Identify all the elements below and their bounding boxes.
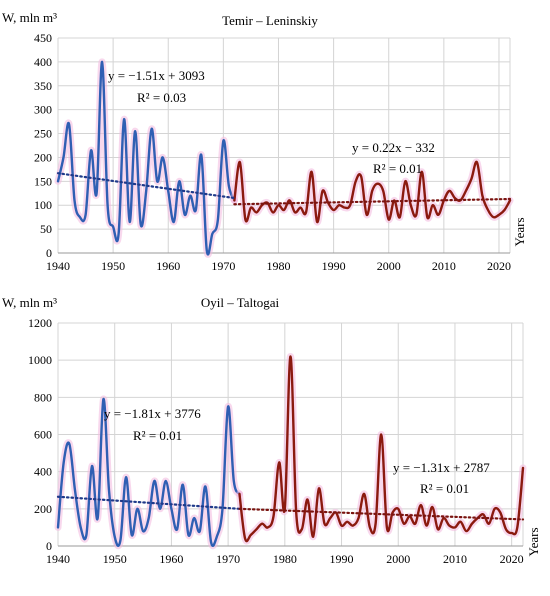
y-tick-label: 600 <box>34 428 52 442</box>
y-tick-label: 300 <box>34 103 52 117</box>
x-tick-label: 2020 <box>487 259 511 273</box>
trend-equation: y = −1.51x + 3093 <box>108 68 205 83</box>
series-line-early <box>56 397 241 547</box>
x-axis-label: Years <box>512 217 527 246</box>
series-line-early <box>56 60 236 256</box>
x-tick-label: 1940 <box>46 552 70 566</box>
x-tick-label: 1950 <box>103 552 127 566</box>
x-tick-label: 1970 <box>216 552 240 566</box>
trend-r2: R² = 0.01 <box>133 428 182 443</box>
x-tick-label: 1990 <box>330 552 354 566</box>
x-tick-label: 1990 <box>322 259 346 273</box>
y-tick-label: 0 <box>46 539 52 553</box>
x-tick-label: 1980 <box>266 259 290 273</box>
x-tick-label: 2020 <box>500 552 524 566</box>
x-tick-label: 1980 <box>273 552 297 566</box>
series-glow <box>236 352 527 545</box>
x-tick-label: 1960 <box>156 259 180 273</box>
chart-title: Oyil – Taltogai <box>201 295 280 310</box>
y-tick-label: 150 <box>34 174 52 188</box>
trend-line <box>238 507 525 521</box>
x-tick-label: 2010 <box>443 552 467 566</box>
x-axis-label: Years <box>526 527 541 556</box>
x-tick-label: 1960 <box>159 552 183 566</box>
y-tick-label: 250 <box>34 127 52 141</box>
trend-equation: y = −1.81x + 3776 <box>104 406 201 421</box>
trend-r2: R² = 0.03 <box>137 90 186 105</box>
trend-r2: R² = 0.01 <box>373 161 422 176</box>
y-tick-label: 800 <box>34 390 52 404</box>
series-glow <box>54 395 243 550</box>
x-tick-label: 2000 <box>377 259 401 273</box>
trend-equation: y = −1.31x + 2787 <box>393 460 490 475</box>
y-tick-label: 50 <box>40 222 52 236</box>
x-tick-label: 1970 <box>211 259 235 273</box>
x-tick-label: 2010 <box>432 259 456 273</box>
y-tick-label: 200 <box>34 502 52 516</box>
y-tick-label: 450 <box>34 31 52 45</box>
y-tick-label: 100 <box>34 198 52 212</box>
x-tick-label: 1940 <box>46 259 70 273</box>
chart-panel-1: 0 50 100 150 200 250 300 350 400 450 1940 1950 1960 1… <box>2 10 527 273</box>
x-tick-label: 1950 <box>101 259 125 273</box>
trend-r2: R² = 0.01 <box>420 481 469 496</box>
x-tick-label: 2000 <box>386 552 410 566</box>
y-tick-label: 1200 <box>28 316 52 330</box>
trend-equation: y = 0.22x − 332 <box>352 140 435 155</box>
trend-line <box>56 495 241 510</box>
y-axis-label: W, mln m³ <box>2 295 57 310</box>
series-line-late <box>233 160 512 224</box>
y-tick-label: 400 <box>34 465 52 479</box>
y-tick-label: 1000 <box>28 353 52 367</box>
y-tick-label: 200 <box>34 150 52 164</box>
y-tick-label: 0 <box>46 246 52 260</box>
chart-title: Temir – Leninskiy <box>222 13 318 28</box>
trend-line <box>233 197 512 206</box>
series-line-late <box>238 355 525 543</box>
trend-line <box>56 172 236 200</box>
y-tick-label: 350 <box>34 79 52 93</box>
y-tick-label: 400 <box>34 55 52 69</box>
y-axis-label: W, mln m³ <box>2 10 57 25</box>
chart-panel-2: 0 200 400 600 800 1000 1200 1940 1950 1960 1970 198… <box>2 295 541 566</box>
